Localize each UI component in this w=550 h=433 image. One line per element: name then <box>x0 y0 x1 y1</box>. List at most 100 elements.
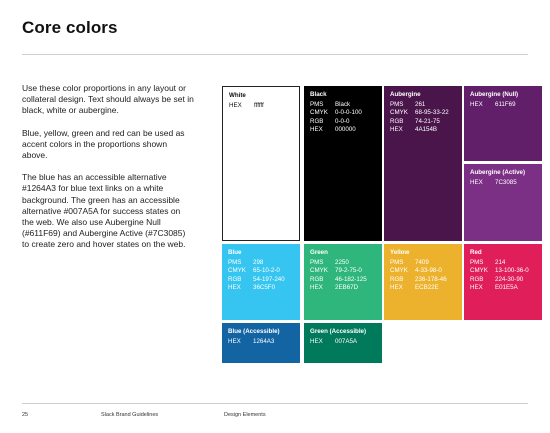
spec-value: 007A5A <box>335 337 358 345</box>
spec-label: CMYK <box>310 109 328 117</box>
swatch-specs: HEX 7C3085 <box>470 179 517 188</box>
page-title: Core colors <box>22 18 118 37</box>
swatch-specs: PMS 214 CMYK 13-100-36-0 RGB 224-30-90 HEX E… <box>470 259 529 293</box>
swatch-white: White HEX ffffff <box>222 86 300 241</box>
spec-label: HEX <box>470 100 483 108</box>
spec-value: 2250 <box>335 258 349 266</box>
spec-value: 46-182-125 <box>335 275 367 283</box>
spec-label: RGB <box>470 275 484 283</box>
spec-value: E01E5A <box>495 284 518 292</box>
spec-value: 236-178-46 <box>415 275 447 283</box>
swatch-yellow: Yellow PMS 7409 CMYK 4-33-98-0 RGB 236-178-… <box>384 244 462 320</box>
spec-value: 298 <box>253 258 264 266</box>
spec-value: 68-95-33-22 <box>415 109 449 117</box>
paragraph-accessible: The blue has an accessible alternative #… <box>22 172 186 250</box>
spec-value: 79-2-75-0 <box>335 267 362 275</box>
swatch-specs: PMS 7409 CMYK 4-33-98-0 RGB 236-178-46 HEX E… <box>390 259 447 293</box>
spec-label: RGB <box>390 117 404 125</box>
spec-value: 4-33-98-0 <box>415 267 442 275</box>
spec-label: CMYK <box>390 267 408 275</box>
swatch-black: Black PMS Black CMYK 0-0-0-100 RGB 0-0-0 HE… <box>304 86 382 241</box>
spec-label: PMS <box>310 258 324 266</box>
spec-label: HEX <box>228 284 241 292</box>
swatch-specs: HEX ffffff <box>229 102 264 111</box>
spec-value: 224-30-90 <box>495 275 524 283</box>
swatch-name: Red <box>470 249 482 256</box>
swatch-name: Aubergine (Null) <box>470 91 519 98</box>
swatch-specs: HEX 007A5A <box>310 338 357 347</box>
spec-label: HEX <box>470 178 483 186</box>
swatch-green-accessible: Green (Accessible) HEX 007A5A <box>304 323 382 363</box>
spec-label: RGB <box>390 275 404 283</box>
swatch-name: Blue (Accessible) <box>228 328 280 335</box>
spec-value: 36C5F0 <box>253 284 276 292</box>
swatch-name: White <box>229 92 246 99</box>
swatch-aubergine: Aubergine PMS 261 CMYK 68-95-33-22 RGB 74-2… <box>384 86 462 241</box>
spec-value: 13-100-36-0 <box>495 267 529 275</box>
spec-value: 000000 <box>335 126 356 134</box>
spec-label: HEX <box>310 337 323 345</box>
spec-value: 0-0-0 <box>335 117 350 125</box>
spec-value: Black <box>335 100 351 108</box>
spec-label: RGB <box>310 117 324 125</box>
swatch-name: Green (Accessible) <box>310 328 367 335</box>
spec-label: PMS <box>310 100 324 108</box>
spec-value: 7C3085 <box>495 178 517 186</box>
spec-label: CMYK <box>228 267 246 275</box>
swatch-specs: PMS 298 CMYK 65-10-2-0 RGB 54-197-240 HEX 36… <box>228 259 285 293</box>
swatch-blue-accessible: Blue (Accessible) HEX 1264A3 <box>222 323 300 363</box>
spec-label: CMYK <box>470 267 488 275</box>
spec-value: 611F69 <box>495 100 516 108</box>
spec-label: HEX <box>228 337 241 345</box>
spec-label: HEX <box>390 126 403 134</box>
spec-label: HEX <box>229 101 242 109</box>
spec-label: HEX <box>310 126 323 134</box>
spec-label: PMS <box>228 258 242 266</box>
swatch-specs: PMS 2250 CMYK 79-2-75-0 RGB 46-182-125 HEX 2… <box>310 259 367 293</box>
spec-value: 65-10-2-0 <box>253 267 280 275</box>
swatch-blue: Blue PMS 298 CMYK 65-10-2-0 RGB 54-197-240 … <box>222 244 300 320</box>
swatch-aubergine-null: Aubergine (Null) HEX 611F69 <box>464 86 542 161</box>
swatch-specs: PMS 261 CMYK 68-95-33-22 RGB 74-21-75 HEX 4A… <box>390 101 449 135</box>
swatch-name: Black <box>310 91 327 98</box>
swatch-name: Aubergine <box>390 91 421 98</box>
swatch-name: Aubergine (Active) <box>470 169 526 176</box>
spec-value: ECB22E <box>415 284 439 292</box>
spec-value: 2EB67D <box>335 284 359 292</box>
spec-label: RGB <box>310 275 324 283</box>
footer-divider <box>22 403 528 404</box>
swatch-specs: HEX 1264A3 <box>228 338 274 347</box>
footer-section: Design Elements <box>224 412 266 418</box>
spec-label: CMYK <box>310 267 328 275</box>
footer-page-number: 25 <box>22 412 29 418</box>
spec-label: HEX <box>310 284 323 292</box>
swatch-specs: HEX 611F69 <box>470 101 516 110</box>
swatch-name: Green <box>310 249 328 256</box>
spec-label: RGB <box>228 275 242 283</box>
swatch-aubergine-active: Aubergine (Active) HEX 7C3085 <box>464 164 542 241</box>
spec-value: ffffff <box>254 101 264 109</box>
spec-label: HEX <box>390 284 403 292</box>
spec-value: 74-21-75 <box>415 117 440 125</box>
spec-value: 214 <box>495 258 506 266</box>
header-divider <box>22 54 528 55</box>
swatch-name: Blue <box>228 249 242 256</box>
spec-label: PMS <box>390 100 404 108</box>
spec-label: PMS <box>470 258 484 266</box>
spec-value: 54-197-240 <box>253 275 285 283</box>
spec-label: CMYK <box>390 109 408 117</box>
footer-document-title: Slack Brand Guidelines <box>101 412 159 418</box>
spec-value: 1264A3 <box>253 337 275 345</box>
swatch-green: Green PMS 2250 CMYK 79-2-75-0 RGB 46-182-12… <box>304 244 382 320</box>
paragraph-accents: Blue, yellow, green and red can be used … <box>22 127 185 161</box>
spec-value: 7409 <box>415 258 429 266</box>
spec-label: HEX <box>470 284 483 292</box>
swatch-red: Red PMS 214 CMYK 13-100-36-0 RGB 224-30-90 … <box>464 244 542 320</box>
spec-value: 0-0-0-100 <box>335 109 362 117</box>
spec-value: 261 <box>415 100 426 108</box>
spec-label: PMS <box>390 258 404 266</box>
body-text: Use these color proportions in any layou… <box>22 83 194 262</box>
paragraph-proportions: Use these color proportions in any layou… <box>22 83 194 116</box>
swatch-specs: PMS Black CMYK 0-0-0-100 RGB 0-0-0 HEX 00000… <box>310 101 362 135</box>
spec-value: 4A154B <box>415 126 438 134</box>
